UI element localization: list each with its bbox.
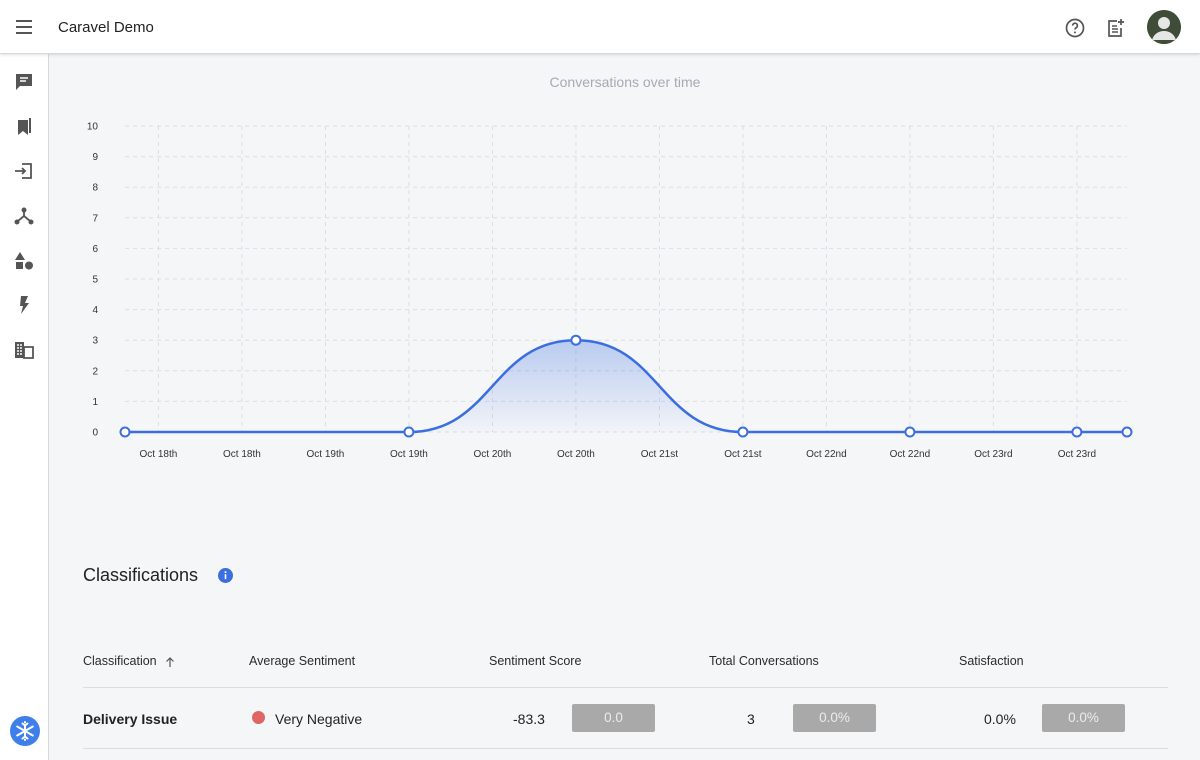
top-app-bar: Caravel Demo (0, 0, 1200, 54)
y-tick-label: 7 (92, 213, 98, 224)
column-header-classification[interactable]: Classification (83, 654, 157, 668)
satisfaction-cell: 0.0% (984, 711, 1016, 727)
series-line (125, 338, 1127, 434)
column-header-total-conversations[interactable]: Total Conversations (709, 654, 819, 668)
note-add-icon[interactable] (1103, 16, 1127, 40)
building-icon[interactable] (13, 339, 35, 361)
column-header-satisfaction[interactable]: Satisfaction (959, 654, 1024, 668)
lightning-icon[interactable] (13, 294, 35, 316)
y-tick-label: 4 (92, 305, 98, 316)
x-tick-label: Oct 19th (306, 449, 344, 460)
bookmarks-icon[interactable] (13, 116, 35, 138)
data-point (119, 426, 131, 438)
x-tick-label: Oct 21st (724, 449, 761, 460)
column-header-sentiment-score[interactable]: Sentiment Score (489, 654, 582, 668)
y-tick-label: 1 (92, 397, 98, 408)
x-tick-label: Oct 22nd (890, 449, 931, 460)
sentiment-dot (252, 711, 265, 724)
y-tick-label: 8 (92, 183, 98, 194)
y-tick-label: 3 (92, 336, 98, 347)
x-tick-label: Oct 20th (557, 449, 595, 460)
y-tick-label: 6 (92, 244, 98, 255)
y-tick-label: 5 (92, 275, 98, 286)
x-tick-label: Oct 19th (390, 449, 428, 460)
data-point (737, 426, 749, 438)
x-tick-label: Oct 18th (139, 449, 177, 460)
chart-title: Conversations over time (549, 74, 701, 90)
x-tick-label: Oct 22nd (806, 449, 847, 460)
total-conversations-bar: 0.0% (793, 704, 876, 732)
data-point (904, 426, 916, 438)
login-icon[interactable] (13, 160, 35, 182)
column-header-average-sentiment[interactable]: Average Sentiment (249, 654, 356, 668)
hub-nodes-icon[interactable] (13, 205, 35, 227)
hamburger-menu-icon[interactable] (12, 15, 36, 39)
app-title: Caravel Demo (58, 19, 154, 36)
classification-cell[interactable]: Delivery Issue (83, 711, 178, 727)
table-header-divider (83, 687, 1168, 688)
conversations-area-chart: 0 1 2 3 4 5 6 7 8 9 10 Oct 18th Oct 18th Oct 19th Oct … (87, 122, 1133, 460)
x-tick-label: Oct 21st (641, 449, 678, 460)
info-icon[interactable] (218, 568, 233, 583)
y-tick-label: 0 (92, 428, 98, 439)
help-circle-icon[interactable] (1063, 16, 1087, 40)
data-point (403, 426, 415, 438)
total-conversations-cell: 3 (747, 711, 755, 727)
sentiment-score-cell: -83.3 (513, 711, 545, 727)
sentiment-score-bar: 0.0 (572, 704, 655, 732)
x-tick-label: Oct 23rd (974, 449, 1012, 460)
user-avatar-icon[interactable] (1147, 10, 1181, 44)
data-point (570, 334, 582, 346)
sidebar (0, 54, 49, 760)
y-tick-label: 2 (92, 366, 98, 377)
arrow-up-icon[interactable] (164, 655, 176, 667)
data-point (1121, 426, 1133, 438)
shapes-icon[interactable] (13, 250, 35, 272)
sentiment-cell: Very Negative (275, 711, 363, 727)
x-tick-label: Oct 20th (473, 449, 511, 460)
series-area (125, 340, 1127, 432)
snowflake-logo-icon[interactable] (10, 716, 40, 746)
data-point (1071, 426, 1083, 438)
classifications-title: Classifications (83, 565, 199, 585)
table-row-divider (83, 748, 1168, 749)
satisfaction-bar: 0.0% (1042, 704, 1125, 732)
y-tick-label: 10 (87, 122, 99, 133)
x-tick-label: Oct 23rd (1058, 449, 1096, 460)
y-tick-label: 9 (92, 152, 98, 163)
x-tick-label: Oct 18th (223, 449, 261, 460)
chat-icon[interactable] (13, 71, 35, 93)
